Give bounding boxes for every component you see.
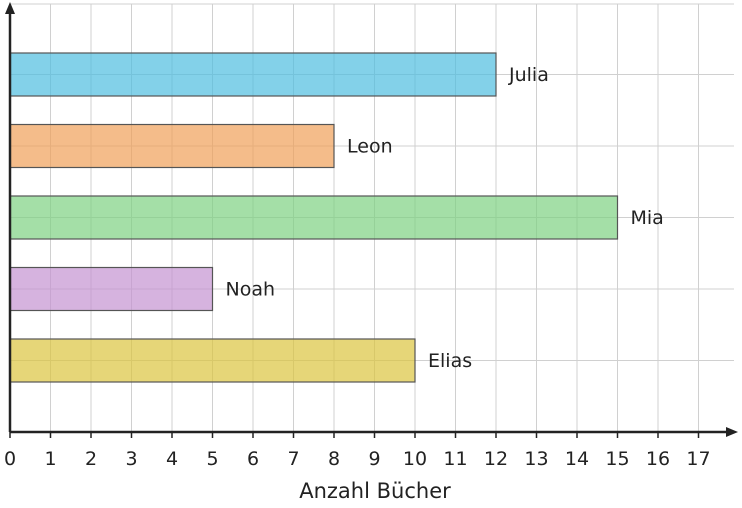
x-tick-label: 13 <box>524 448 548 470</box>
bars <box>9 52 619 383</box>
x-tick-label: 12 <box>484 448 508 470</box>
bar-labels: Julia Leon Mia Noah Elias <box>226 64 664 372</box>
x-tick-label: 17 <box>686 448 710 470</box>
x-axis-arrow <box>726 427 738 437</box>
bar-leon <box>9 123 335 169</box>
x-tick-label: 3 <box>125 448 137 470</box>
bar-label-noah: Noah <box>226 279 276 301</box>
x-tick-label: 16 <box>646 448 670 470</box>
x-tick-label: 14 <box>565 448 589 470</box>
x-tick-label: 11 <box>443 448 467 470</box>
bar-label-elias: Elias <box>428 350 472 372</box>
x-ticks: 0 1 2 3 4 5 6 7 8 9 10 11 12 13 14 15 16 17 <box>4 432 711 470</box>
x-tick-label: 4 <box>166 448 178 470</box>
bar-label-leon: Leon <box>347 136 393 158</box>
x-tick-label: 6 <box>247 448 259 470</box>
bar-mia <box>9 195 619 240</box>
x-tick-label: 5 <box>206 448 218 470</box>
x-tick-label: 2 <box>85 448 97 470</box>
bar-elias <box>9 338 416 383</box>
x-tick-label: 0 <box>4 448 16 470</box>
bar-label-julia: Julia <box>508 64 549 86</box>
x-axis-title: Anzahl Bücher <box>299 479 451 503</box>
x-tick-label: 9 <box>368 448 380 470</box>
x-tick-label: 8 <box>328 448 340 470</box>
bar-julia <box>9 52 497 97</box>
x-tick-label: 7 <box>287 448 299 470</box>
y-axis-arrow <box>5 2 15 14</box>
axes <box>5 2 738 437</box>
x-tick-label: 1 <box>44 448 56 470</box>
bar-label-mia: Mia <box>631 207 664 229</box>
bar-noah <box>9 266 214 312</box>
x-tick-label: 10 <box>403 448 427 470</box>
x-tick-label: 15 <box>605 448 629 470</box>
